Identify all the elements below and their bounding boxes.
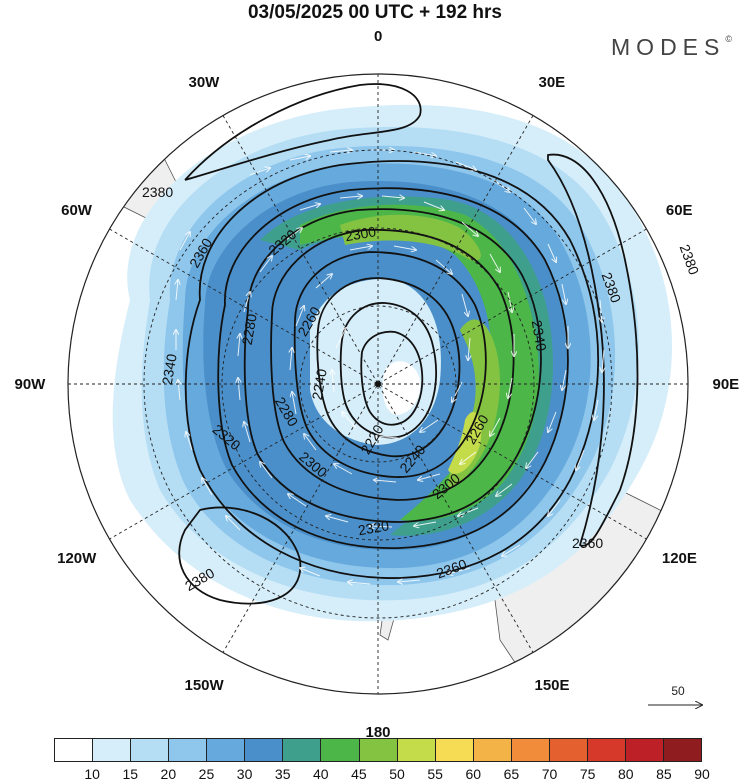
meridian-30w-150e bbox=[222, 115, 534, 653]
longitude-label: 150W bbox=[184, 676, 224, 694]
reference-vector-label: 50 bbox=[671, 684, 685, 698]
contour-label: 2280 bbox=[239, 312, 260, 346]
contour-2280 bbox=[293, 251, 487, 478]
meridian-30e-150w bbox=[222, 115, 534, 653]
colorbar-tick-label: 75 bbox=[579, 766, 596, 782]
colorbar-swatch bbox=[359, 739, 398, 761]
lat-circle-3 bbox=[143, 149, 613, 619]
contour-2380-right bbox=[547, 153, 639, 547]
colorbar-swatch bbox=[435, 739, 474, 761]
colorbar-tick-label: 65 bbox=[503, 766, 520, 782]
meridian-60w-120e bbox=[109, 228, 647, 540]
colorbar-tick-label: 35 bbox=[274, 766, 291, 782]
map-border bbox=[67, 73, 689, 695]
meridian-60e-120w bbox=[109, 228, 647, 540]
contour-label: 2360 bbox=[572, 535, 603, 551]
colorbar-swatch bbox=[55, 739, 94, 761]
map-disc bbox=[68, 74, 688, 694]
lat-circle-2 bbox=[221, 227, 535, 541]
colorbar-tick-label: 45 bbox=[351, 766, 367, 782]
colorbar-swatch bbox=[549, 739, 588, 761]
contour-label: 2380 bbox=[142, 184, 173, 200]
colorbar-tick-label: 30 bbox=[236, 766, 253, 782]
colorbar-tick-label: 80 bbox=[617, 766, 634, 782]
colorbar-swatch bbox=[625, 739, 664, 761]
colorbar-tick-label: 70 bbox=[541, 766, 558, 782]
longitude-label: 150E bbox=[534, 676, 570, 694]
brand-name: MODES bbox=[611, 34, 726, 60]
colorbar-tick-label: 60 bbox=[465, 766, 482, 782]
contour-2340 bbox=[217, 187, 569, 549]
longitude-label: 180 bbox=[365, 723, 391, 741]
longitude-label: 60E bbox=[665, 201, 693, 219]
contour-label: 2320 bbox=[357, 517, 391, 538]
colorbar-tick-label: 20 bbox=[160, 766, 177, 782]
shade-center-white bbox=[382, 361, 421, 415]
colorbar-swatch bbox=[397, 739, 436, 761]
longitude-label: 30W bbox=[188, 74, 220, 92]
contour-2240 bbox=[339, 302, 437, 439]
colorbar-swatch bbox=[587, 739, 626, 761]
colorbar-swatch bbox=[169, 739, 208, 761]
longitude-label: 30E bbox=[538, 74, 566, 92]
contour-label: 2240 bbox=[309, 367, 330, 401]
contour-2220 bbox=[360, 330, 424, 426]
colorbar-swatch bbox=[131, 739, 170, 761]
lat-circle-1 bbox=[299, 305, 457, 463]
brand-logo: MODES© bbox=[611, 34, 732, 61]
shade-50 bbox=[448, 411, 482, 474]
colorbar-swatch bbox=[245, 739, 284, 761]
colorbar-swatch bbox=[511, 739, 550, 761]
contour-2380-left bbox=[178, 506, 302, 605]
contour-2300 bbox=[270, 228, 515, 501]
colorbar-swatch bbox=[283, 739, 322, 761]
contour-label: 2340 bbox=[529, 319, 550, 353]
colorbar-swatch bbox=[321, 739, 360, 761]
copyright-mark: © bbox=[725, 34, 732, 44]
contour-label: 2380 bbox=[677, 242, 703, 277]
colorbar bbox=[54, 738, 702, 762]
colorbar-tick-label: 15 bbox=[122, 766, 139, 782]
wind-speed-shading bbox=[112, 104, 673, 622]
colorbar-tick-label: 85 bbox=[656, 766, 672, 782]
longitude-label: 120E bbox=[661, 549, 697, 567]
colorbar-swatch bbox=[207, 739, 246, 761]
contour-label: 2340 bbox=[159, 352, 180, 386]
colorbar-tick-label: 90 bbox=[694, 766, 710, 782]
wind-vectors bbox=[176, 150, 604, 584]
longitude-label: 60W bbox=[61, 201, 92, 219]
contour-2320 bbox=[243, 208, 542, 523]
longitude-label: 0 bbox=[374, 27, 383, 45]
colorbar-tick-label: 55 bbox=[427, 766, 443, 782]
colorbar-swatch bbox=[93, 739, 132, 761]
graticule bbox=[68, 74, 688, 694]
colorbar-swatch bbox=[664, 739, 702, 761]
colorbar-tick-label: 25 bbox=[198, 766, 215, 782]
colorbar-tick-label: 10 bbox=[84, 766, 100, 782]
shade-45 bbox=[340, 214, 481, 261]
south-pole-marker bbox=[375, 381, 381, 387]
colorbar-tick-label: 50 bbox=[389, 766, 405, 782]
longitude-label: 90E bbox=[712, 375, 740, 393]
longitude-label: 120W bbox=[57, 549, 97, 567]
longitude-label: 90W bbox=[14, 375, 46, 393]
map-title: 03/05/2025 00 UTC + 192 hrs bbox=[247, 2, 503, 23]
contour-2380-top bbox=[184, 83, 422, 181]
colorbar-swatch bbox=[473, 739, 512, 761]
colorbar-tick-label: 40 bbox=[313, 766, 329, 782]
contour-label: 2300 bbox=[344, 223, 378, 244]
